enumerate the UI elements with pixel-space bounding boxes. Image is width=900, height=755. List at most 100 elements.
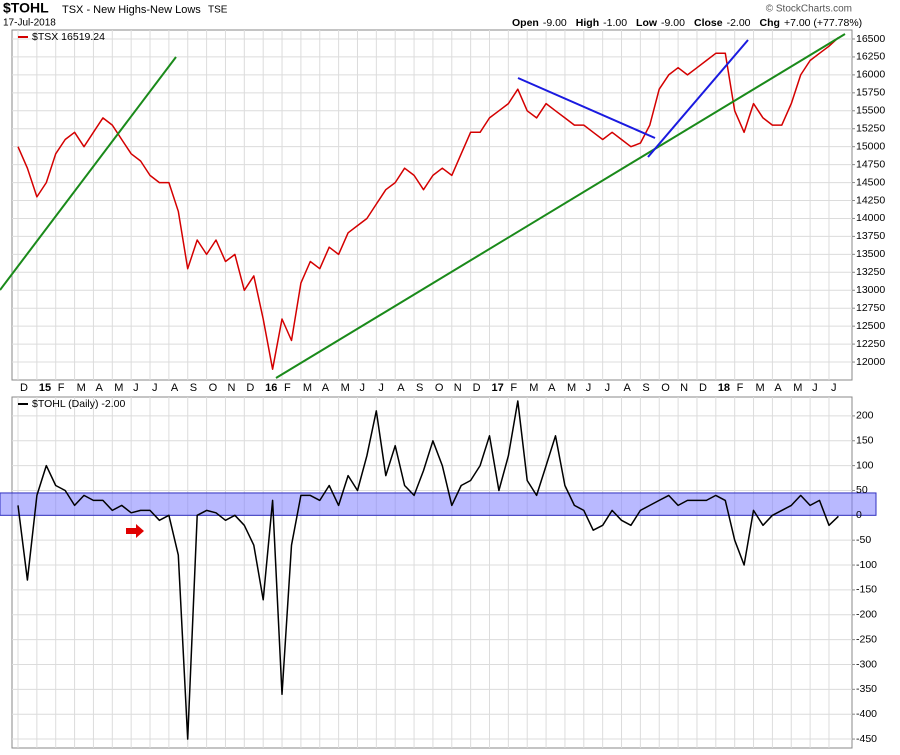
x-tick-label: J: [152, 382, 158, 394]
x-tick-label: A: [624, 382, 632, 394]
trend-line: [275, 33, 846, 379]
x-tick-label: M: [529, 382, 538, 394]
x-tick-label: A: [397, 382, 405, 394]
y-tick-label: -100: [856, 559, 877, 571]
y-tick-label: 16000: [856, 69, 885, 81]
price-panel: [11, 29, 853, 381]
credit: © StockCharts.com: [766, 4, 852, 15]
y-tick-label: 12500: [856, 320, 885, 332]
x-tick-label: D: [20, 382, 28, 394]
x-tick-label: N: [454, 382, 462, 394]
quote-label: High: [576, 17, 599, 29]
trend-line: [647, 39, 749, 158]
x-tick-label: S: [190, 382, 197, 394]
y-tick-label: 0: [856, 509, 862, 521]
quote-label: Open: [512, 17, 539, 29]
arrow-annotation: [126, 524, 144, 538]
x-tick-label: F: [510, 382, 517, 394]
x-tick-label: S: [416, 382, 423, 394]
x-tick-label: F: [284, 382, 291, 394]
x-tick-label: A: [774, 382, 782, 394]
y-tick-label: -350: [856, 683, 877, 695]
y-tick-label: 12250: [856, 338, 885, 350]
x-tick-label: N: [680, 382, 688, 394]
y-tick-label: -400: [856, 708, 877, 720]
x-tick-label: N: [227, 382, 235, 394]
x-tick-label: J: [133, 382, 139, 394]
series-lines: [17, 37, 839, 740]
symbol-name: TSX - New Highs-New Lows: [62, 4, 201, 16]
quote-label: Chg: [760, 17, 780, 29]
x-tick-label: M: [114, 382, 123, 394]
y-tick-label: 15500: [856, 105, 885, 117]
highlight-band: [0, 492, 877, 516]
y-tick-label: 16500: [856, 33, 885, 45]
x-tick-label: J: [586, 382, 592, 394]
trend-line: [0, 56, 177, 291]
y-tick-label: 16250: [856, 51, 885, 63]
x-tick-label: 16: [265, 382, 277, 394]
y-tick-label: -450: [856, 733, 877, 745]
x-tick-label: 18: [718, 382, 730, 394]
x-tick-label: O: [661, 382, 670, 394]
series-line: [17, 400, 839, 740]
x-tick-label: A: [548, 382, 556, 394]
quote-value: -9.00: [661, 17, 685, 29]
x-tick-label: D: [699, 382, 707, 394]
series-line: [17, 37, 839, 370]
y-tick-label: 15250: [856, 122, 885, 134]
y-tick-label: -200: [856, 609, 877, 621]
x-tick-label: J: [605, 382, 611, 394]
date: 17-Jul-2018: [3, 18, 56, 29]
exchange: TSE: [208, 5, 228, 16]
x-tick-label: J: [378, 382, 384, 394]
y-tick-label: 13750: [856, 230, 885, 242]
x-tick-label: M: [567, 382, 576, 394]
y-tick-label: 14500: [856, 176, 885, 188]
x-tick-label: D: [246, 382, 254, 394]
y-tick-label: -150: [856, 584, 877, 596]
y-tick-label: 50: [856, 484, 868, 496]
x-tick-label: M: [793, 382, 802, 394]
y-tick-label: -50: [856, 534, 871, 546]
x-tick-label: 17: [492, 382, 504, 394]
y-tick-label: 200: [856, 410, 874, 422]
y-tick-label: -300: [856, 658, 877, 670]
x-tick-label: S: [642, 382, 649, 394]
quote-value: -2.00: [727, 17, 751, 29]
x-tick-label: O: [435, 382, 444, 394]
trend-line: [517, 77, 656, 139]
symbol: $TOHL: [3, 0, 49, 16]
y-tick-label: 14000: [856, 212, 885, 224]
x-tick-label: M: [303, 382, 312, 394]
quote-label: Close: [694, 17, 723, 29]
y-tick-label: 12750: [856, 302, 885, 314]
quote-value: -9.00: [543, 17, 567, 29]
x-tick-label: J: [831, 382, 837, 394]
x-tick-label: M: [756, 382, 765, 394]
x-tick-label: M: [77, 382, 86, 394]
x-tick-label: A: [171, 382, 179, 394]
y-tick-label: 150: [856, 435, 874, 447]
y-tick-label: 15750: [856, 87, 885, 99]
quote: Open -9.00 High -1.00 Low -9.00 Close -2.00 Chg +…: [512, 17, 862, 29]
x-tick-label: O: [209, 382, 218, 394]
quote-value: -1.00: [603, 17, 627, 29]
y-tick-label: 13000: [856, 284, 885, 296]
x-tick-label: F: [58, 382, 65, 394]
x-tick-label: J: [812, 382, 818, 394]
x-tick-label: F: [737, 382, 744, 394]
x-tick-label: J: [359, 382, 365, 394]
labels: D 15 F M A M J J A S O N D 16 F M A M J J A S O N D 17 F M A M J J A S O N D…: [18, 31, 885, 745]
legend-label: $TSX 16519.24: [32, 31, 105, 43]
y-tick-label: 100: [856, 459, 874, 471]
x-tick-label: D: [473, 382, 481, 394]
y-tick-label: 15000: [856, 140, 885, 152]
quote-value: +7.00 (+77.78%): [784, 17, 862, 29]
x-tick-label: A: [322, 382, 330, 394]
quote-label: Low: [636, 17, 658, 29]
grid: [12, 30, 855, 748]
x-tick-label: M: [341, 382, 350, 394]
indicator-panel: [11, 396, 853, 749]
